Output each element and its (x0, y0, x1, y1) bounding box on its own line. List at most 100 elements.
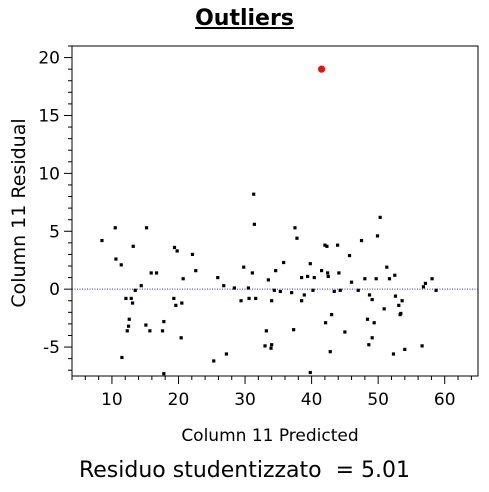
data-point (282, 260, 286, 265)
data-point (300, 275, 304, 280)
outlier-point (317, 65, 326, 73)
data-point (378, 215, 382, 219)
data-point (130, 301, 135, 305)
data-point (363, 277, 367, 281)
data-point (323, 321, 328, 325)
data-point (397, 303, 401, 307)
y-tick-label: 10 (38, 164, 60, 184)
x-tick-label: 50 (367, 390, 389, 410)
data-point (266, 278, 270, 282)
data-point (430, 277, 434, 281)
data-point (190, 252, 195, 257)
x-tick-label: 20 (168, 390, 190, 410)
data-point (212, 359, 216, 363)
data-point (403, 347, 407, 351)
y-tick-label: 5 (49, 222, 60, 242)
data-point (100, 238, 104, 243)
data-point (370, 336, 374, 340)
data-point (129, 296, 133, 301)
data-point (252, 192, 256, 196)
data-point (335, 243, 340, 247)
y-tick-label: 20 (38, 49, 60, 69)
data-point (293, 226, 297, 230)
data-point (114, 257, 118, 261)
data-point (312, 275, 316, 280)
data-point (328, 350, 332, 354)
data-point (113, 226, 117, 230)
data-point (247, 296, 251, 301)
data-point (246, 286, 250, 290)
data-point (131, 244, 135, 248)
data-point (387, 277, 392, 281)
y-tick-label: 0 (49, 280, 60, 300)
data-point (224, 352, 229, 356)
data-point (295, 236, 299, 240)
data-point (119, 263, 123, 267)
data-point (175, 249, 179, 253)
data-point (222, 284, 226, 288)
data-point (306, 274, 310, 279)
data-point (127, 317, 131, 321)
data-point (302, 293, 306, 297)
data-point (162, 319, 166, 324)
data-point (272, 288, 276, 292)
data-point (349, 280, 354, 284)
data-point (347, 253, 352, 258)
y-tick-label: -5 (43, 338, 60, 358)
data-point (356, 288, 360, 292)
data-point (365, 317, 370, 321)
data-point (250, 271, 254, 275)
chart-title: Outliers (195, 6, 294, 31)
data-point (374, 277, 378, 281)
data-point (326, 274, 330, 279)
data-points (100, 65, 438, 376)
data-point (239, 299, 243, 303)
data-point (325, 244, 329, 248)
data-point (370, 297, 374, 302)
data-point (148, 329, 152, 333)
data-point (252, 222, 256, 226)
data-point (149, 271, 153, 275)
data-point (162, 372, 166, 376)
data-point (367, 343, 371, 347)
data-point (325, 271, 330, 275)
plot-frame (71, 45, 479, 377)
data-point (124, 296, 128, 301)
data-point (254, 296, 258, 301)
data-point (343, 330, 347, 334)
data-point (359, 238, 364, 243)
data-point (120, 355, 124, 360)
data-point (338, 288, 342, 292)
data-point (319, 269, 324, 273)
data-point (300, 299, 304, 303)
y-tick-label: 15 (38, 106, 60, 126)
data-point (139, 284, 143, 288)
data-point (434, 288, 438, 292)
data-point (278, 289, 282, 294)
data-point (421, 285, 426, 289)
data-point (160, 329, 165, 333)
data-point (420, 344, 424, 348)
x-tick-label: 30 (234, 390, 256, 410)
data-point (270, 343, 274, 347)
data-point (133, 288, 137, 292)
data-point (125, 329, 129, 333)
data-point (292, 328, 296, 332)
data-point (385, 265, 389, 269)
data-point (372, 321, 376, 325)
data-point (263, 344, 267, 348)
data-point (308, 262, 312, 266)
data-point (172, 296, 176, 301)
data-point (311, 288, 315, 292)
data-point (323, 243, 327, 247)
data-point (180, 301, 184, 305)
data-point (181, 277, 185, 281)
x-tick-label: 40 (301, 390, 323, 410)
y-axis-label: Column 11 Residual (8, 118, 30, 307)
data-point (393, 294, 398, 298)
data-point (367, 293, 372, 297)
data-point (375, 234, 380, 238)
data-point (154, 271, 159, 275)
data-point (393, 273, 397, 277)
